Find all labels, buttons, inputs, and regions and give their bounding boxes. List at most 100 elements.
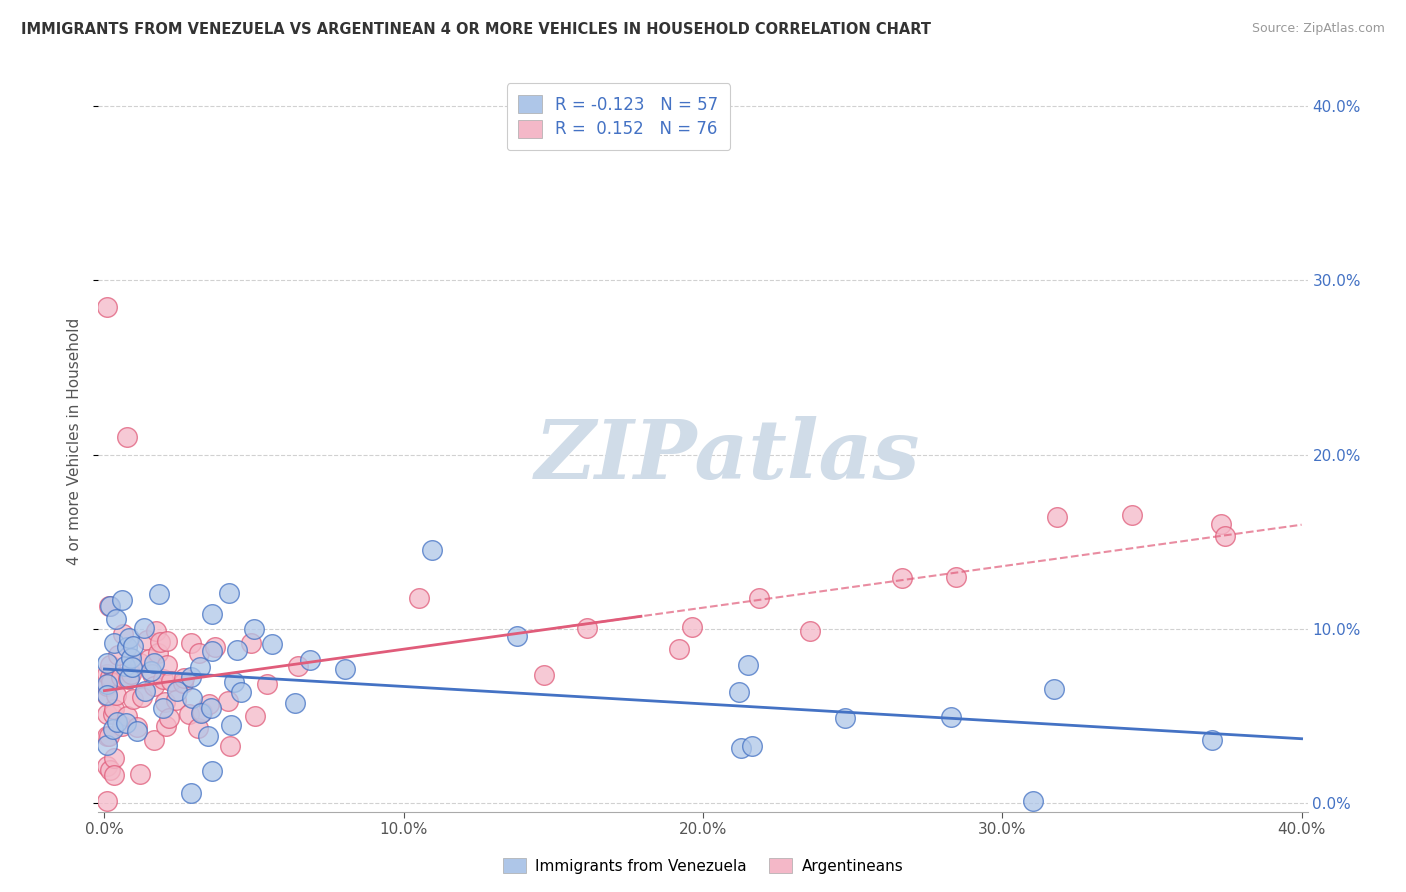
Point [96, 666, 118, 681]
Point [96, 688, 118, 702]
Point [142, 733, 165, 747]
Point [98, 657, 121, 672]
Point [219, 718, 242, 732]
Point [941, 710, 963, 724]
Point [139, 664, 162, 678]
Point [156, 658, 179, 673]
Point [111, 627, 134, 641]
Point [224, 675, 246, 690]
Point [120, 651, 142, 665]
Point [101, 722, 124, 736]
Point [201, 764, 224, 778]
Point [256, 677, 278, 691]
Point [103, 701, 125, 715]
Point [149, 635, 172, 649]
Point [111, 719, 134, 733]
Point [115, 716, 138, 731]
Point [172, 675, 194, 690]
Point [103, 768, 125, 782]
Point [115, 430, 138, 444]
Point [177, 706, 200, 721]
Point [155, 719, 177, 733]
Point [166, 684, 188, 698]
Point [101, 706, 124, 721]
Point [420, 543, 443, 558]
Point [97, 599, 120, 613]
Point [240, 636, 263, 650]
Point [219, 739, 242, 754]
Text: IMMIGRANTS FROM VENEZUELA VS ARGENTINEAN 4 OR MORE VEHICLES IN HOUSEHOLD CORRELA: IMMIGRANTS FROM VENEZUELA VS ARGENTINEAN… [21, 22, 931, 37]
Point [298, 653, 321, 667]
Point [188, 647, 211, 661]
Point [96, 680, 118, 694]
Legend: R = -0.123   N = 57, R =  0.152   N = 76: R = -0.123 N = 57, R = 0.152 N = 76 [506, 83, 730, 150]
Point [198, 697, 221, 711]
Point [120, 666, 142, 681]
Point [105, 688, 128, 702]
Point [127, 720, 149, 734]
Point [157, 711, 180, 725]
Point [243, 709, 266, 723]
Point [218, 586, 240, 600]
Point [1022, 794, 1045, 808]
Point [204, 640, 226, 654]
Point [262, 636, 284, 650]
Point [153, 695, 176, 709]
Point [98, 729, 121, 743]
Point [152, 700, 174, 714]
Point [191, 705, 214, 719]
Point [143, 656, 166, 670]
Point [141, 667, 163, 681]
Point [335, 662, 357, 676]
Point [408, 591, 430, 605]
Point [180, 786, 202, 800]
Legend: Immigrants from Venezuela, Argentineans: Immigrants from Venezuela, Argentineans [496, 852, 910, 880]
Point [110, 670, 132, 684]
Point [533, 667, 555, 681]
Text: Source: ZipAtlas.com: Source: ZipAtlas.com [1251, 22, 1385, 36]
Point [156, 633, 179, 648]
Point [681, 620, 703, 634]
Point [117, 672, 139, 686]
Point [142, 679, 165, 693]
Point [1042, 681, 1064, 696]
Point [121, 660, 143, 674]
Point [96, 794, 118, 808]
Point [187, 721, 209, 735]
Point [243, 622, 266, 636]
Point [128, 656, 150, 670]
Point [145, 624, 167, 638]
Point [121, 691, 143, 706]
Point [668, 642, 690, 657]
Point [134, 684, 156, 698]
Point [1211, 516, 1233, 531]
Point [138, 651, 160, 665]
Point [103, 636, 125, 650]
Point [217, 694, 239, 708]
Point [96, 656, 118, 670]
Point [165, 692, 187, 706]
Point [115, 708, 138, 723]
Point [96, 738, 118, 752]
Point [129, 767, 152, 781]
Y-axis label: 4 or more Vehicles in Household: 4 or more Vehicles in Household [67, 318, 83, 566]
Point [105, 714, 128, 729]
Point [231, 685, 253, 699]
Point [134, 621, 156, 635]
Point [173, 671, 195, 685]
Point [1121, 508, 1143, 523]
Point [136, 632, 159, 647]
Point [180, 670, 202, 684]
Point [190, 706, 212, 720]
Point [96, 300, 118, 314]
Point [146, 646, 169, 660]
Point [148, 587, 170, 601]
Point [188, 660, 211, 674]
Point [127, 724, 149, 739]
Point [181, 690, 204, 705]
Point [201, 644, 224, 658]
Point [575, 621, 598, 635]
Point [834, 711, 856, 725]
Point [107, 648, 129, 663]
Point [728, 685, 751, 699]
